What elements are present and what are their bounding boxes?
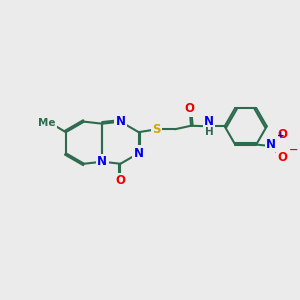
Text: O: O (278, 151, 288, 164)
Text: N: N (266, 138, 276, 151)
Text: N: N (204, 115, 214, 128)
Text: H: H (205, 127, 214, 137)
Text: −: − (289, 144, 298, 154)
Text: +: + (277, 131, 284, 140)
Text: O: O (184, 102, 195, 115)
Text: N: N (97, 155, 107, 168)
Text: N: N (134, 147, 144, 160)
Text: S: S (153, 123, 161, 136)
Text: O: O (277, 128, 287, 141)
Text: O: O (116, 174, 125, 187)
Text: N: N (116, 115, 125, 128)
Text: Me: Me (38, 118, 56, 128)
